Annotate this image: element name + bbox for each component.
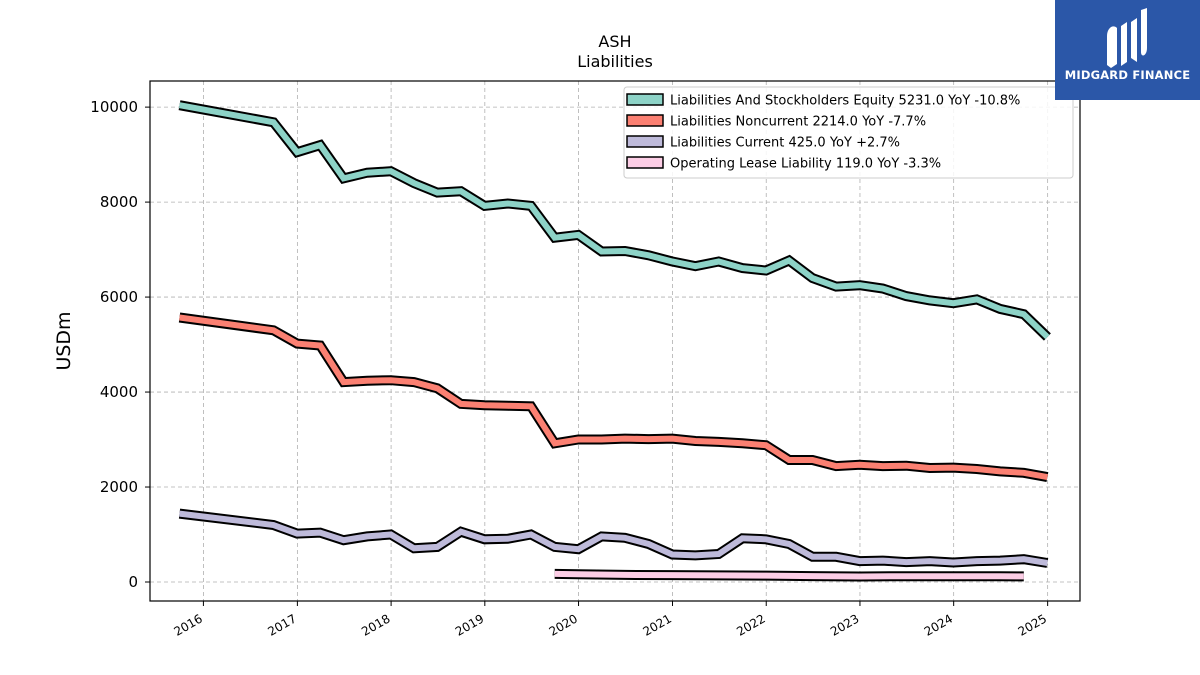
midgard-finance-logo: MIDGARD FINANCE — [1055, 0, 1200, 100]
x-tick-label: 2023 — [828, 611, 861, 638]
chart-title: ASH — [598, 32, 631, 51]
series-0-line — [178, 102, 1050, 340]
x-axis: 2016 2017 2018 2019 2020 2021 2022 2023 2024 2025 — [171, 601, 1049, 639]
legend-label: Liabilities And Stockholders Equity 5231… — [670, 94, 1020, 109]
legend-swatch — [626, 93, 664, 106]
legend-label: Liabilities Noncurrent 2214.0 YoY -7.7% — [670, 115, 926, 130]
plot-frame — [149, 80, 1081, 602]
y-tick-label: 8000 — [100, 193, 138, 211]
legend: Liabilities And Stockholders Equity 5231… — [623, 86, 1074, 179]
x-tick-label: 2025 — [1016, 611, 1049, 638]
y-tick-label: 2000 — [100, 478, 138, 496]
series-2-line — [179, 510, 1048, 566]
x-tick-label: 2017 — [265, 611, 298, 638]
legend-swatch — [626, 114, 664, 127]
x-tick-label: 2019 — [453, 611, 486, 638]
logo-mark-icon — [1107, 8, 1147, 68]
x-tick-label: 2018 — [359, 611, 392, 638]
series-1-line — [179, 314, 1048, 481]
series-3-line — [554, 570, 1024, 580]
y-tick-label: 4000 — [100, 383, 138, 401]
y-axis-label: USDm — [53, 311, 75, 370]
legend-label: Operating Lease Liability 119.0 YoY -3.3… — [670, 157, 941, 172]
legend-swatch — [626, 135, 664, 148]
y-tick-label: 6000 — [100, 288, 138, 306]
y-tick-label: 10000 — [90, 98, 138, 116]
series-1-outline — [178, 312, 1049, 483]
y-tick-label: 0 — [128, 573, 138, 591]
legend-label: Liabilities Current 425.0 YoY +2.7% — [670, 136, 900, 151]
series-layer — [178, 100, 1051, 582]
x-tick-label: 2022 — [734, 611, 767, 638]
legend-swatch — [626, 156, 664, 169]
y-axis: 0 2000 4000 6000 8000 10000 — [90, 98, 150, 591]
x-tick-label: 2021 — [641, 611, 674, 638]
x-tick-label: 2016 — [171, 611, 204, 638]
legend-box — [623, 86, 1074, 179]
chart-subtitle: Liabilities — [577, 52, 653, 71]
x-tick-label: 2024 — [922, 611, 955, 638]
logo-text: MIDGARD FINANCE — [1064, 68, 1191, 82]
x-tick-label: 2020 — [547, 611, 580, 638]
